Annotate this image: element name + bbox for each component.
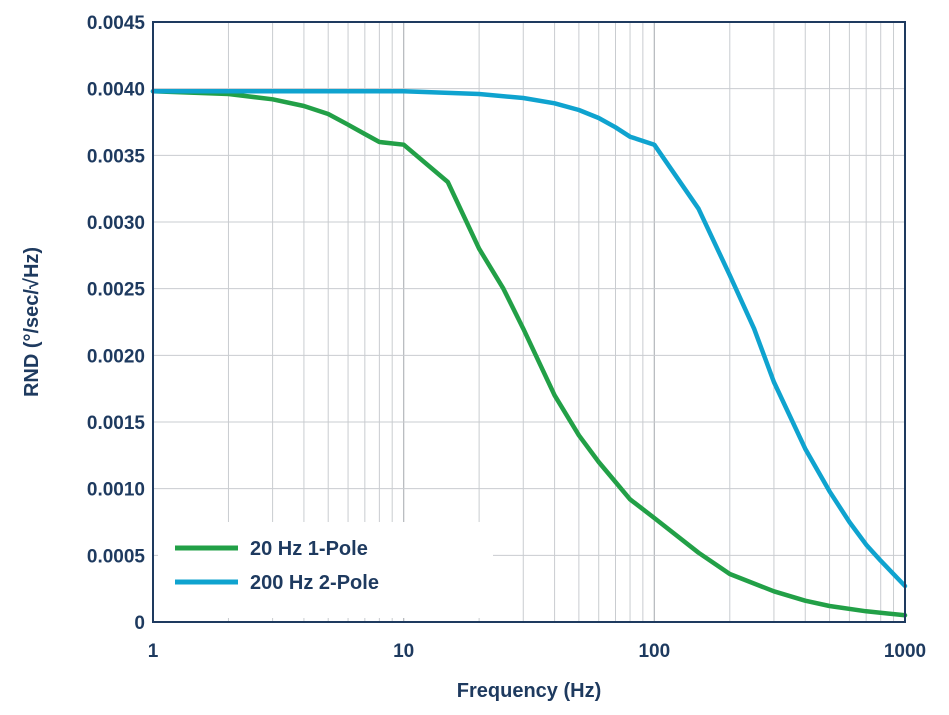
series-line-1	[150, 89, 908, 618]
x-tick-label: 10	[393, 641, 414, 662]
y-tick-label: 0.0025	[87, 280, 146, 301]
legend: 20 Hz 1-Pole 200 Hz 2-Pole	[175, 538, 379, 594]
y-tick-label: 0.0035	[87, 146, 146, 167]
x-tick-label: 100	[638, 641, 670, 662]
y-tick-label: 0.0045	[87, 13, 146, 34]
y-tick-label: 0.0015	[87, 413, 146, 434]
series-lines	[150, 89, 908, 618]
y-tick-label: 0.0010	[87, 480, 145, 501]
y-axis-title: RND (°/sec/√Hz)	[21, 247, 43, 397]
series-line-2	[150, 89, 908, 589]
y-tick-label: 0.0030	[87, 213, 145, 234]
legend-label-1: 20 Hz 1-Pole	[250, 538, 368, 560]
y-tick-label: 0	[134, 613, 145, 634]
y-tick-label: 0.0020	[87, 346, 145, 367]
x-axis-title: Frequency (Hz)	[457, 680, 601, 702]
x-axis-ticks: 1 10 100 1000	[148, 641, 926, 662]
legend-background	[158, 522, 493, 618]
x-tick-label: 1	[148, 641, 159, 662]
y-tick-label: 0.0005	[87, 546, 146, 567]
legend-label-2: 200 Hz 2-Pole	[250, 572, 379, 594]
plot-border	[152, 21, 906, 623]
y-tick-label: 0.0040	[87, 80, 145, 101]
y-axis-ticks: 0 0.0005 0.0010 0.0015 0.0020 0.0025 0.0030 0.0…	[87, 13, 146, 634]
x-tick-label: 1000	[884, 641, 926, 662]
